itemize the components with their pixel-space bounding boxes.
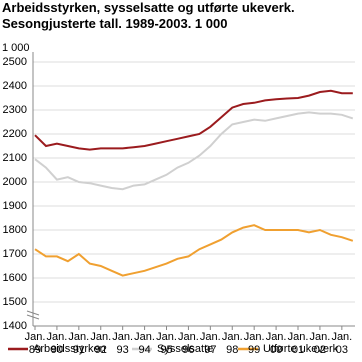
y-tick-label: 1900: [3, 200, 27, 212]
x-tick-label: Jan. 90: [46, 331, 68, 356]
y-tick-label: 2200: [3, 128, 27, 140]
x-tick-label: Jan. 97: [199, 331, 221, 356]
x-tick-label: Jan. 02: [309, 331, 331, 356]
x-tick-label: Jan. 89: [24, 331, 46, 356]
x-tick-label: Jan. 99: [243, 331, 265, 356]
y-tick-label: 2100: [3, 152, 27, 164]
y-tick-label: 2000: [3, 176, 27, 188]
x-tick-label: Jan. 91: [68, 331, 90, 356]
legend-label: Utførte ukeverk: [263, 343, 339, 355]
y-tick-label: 2400: [3, 80, 27, 92]
chart-title: Arbeidsstyrken, sysselsatte og utførte u…: [2, 0, 295, 31]
unit-label: 1 000: [2, 42, 30, 54]
x-tick-label: Jan. 00: [265, 331, 287, 356]
legend-label: Sysselsatte: [157, 343, 213, 355]
series-line: [34, 111, 354, 191]
y-tick-label: 2500: [3, 56, 27, 68]
x-tick-label: Jan. 95: [156, 331, 177, 356]
y-tick-label: 1800: [3, 224, 27, 236]
legend-label: Arbeidsstyrken: [33, 343, 106, 355]
x-tick-label: Jan. 01: [287, 331, 309, 356]
y-tick-label: 1400: [3, 320, 27, 332]
series-line: [34, 89, 353, 151]
x-tick-label: Jan. 92: [90, 331, 112, 356]
y-tick-label: 2300: [3, 104, 27, 116]
y-tick-label: 1700: [3, 248, 27, 260]
y-tick-label: 1600: [3, 272, 27, 284]
series-line: [34, 224, 354, 277]
x-tick-label: Jan. 03: [331, 331, 353, 356]
x-tick-label: Jan. 94: [134, 331, 155, 356]
x-tick-label: Jan. 96: [178, 331, 199, 356]
x-tick-label: Jan. 98: [221, 331, 243, 356]
y-tick-label: 1500: [3, 296, 27, 308]
x-tick-label: Jan. 93: [112, 331, 134, 356]
